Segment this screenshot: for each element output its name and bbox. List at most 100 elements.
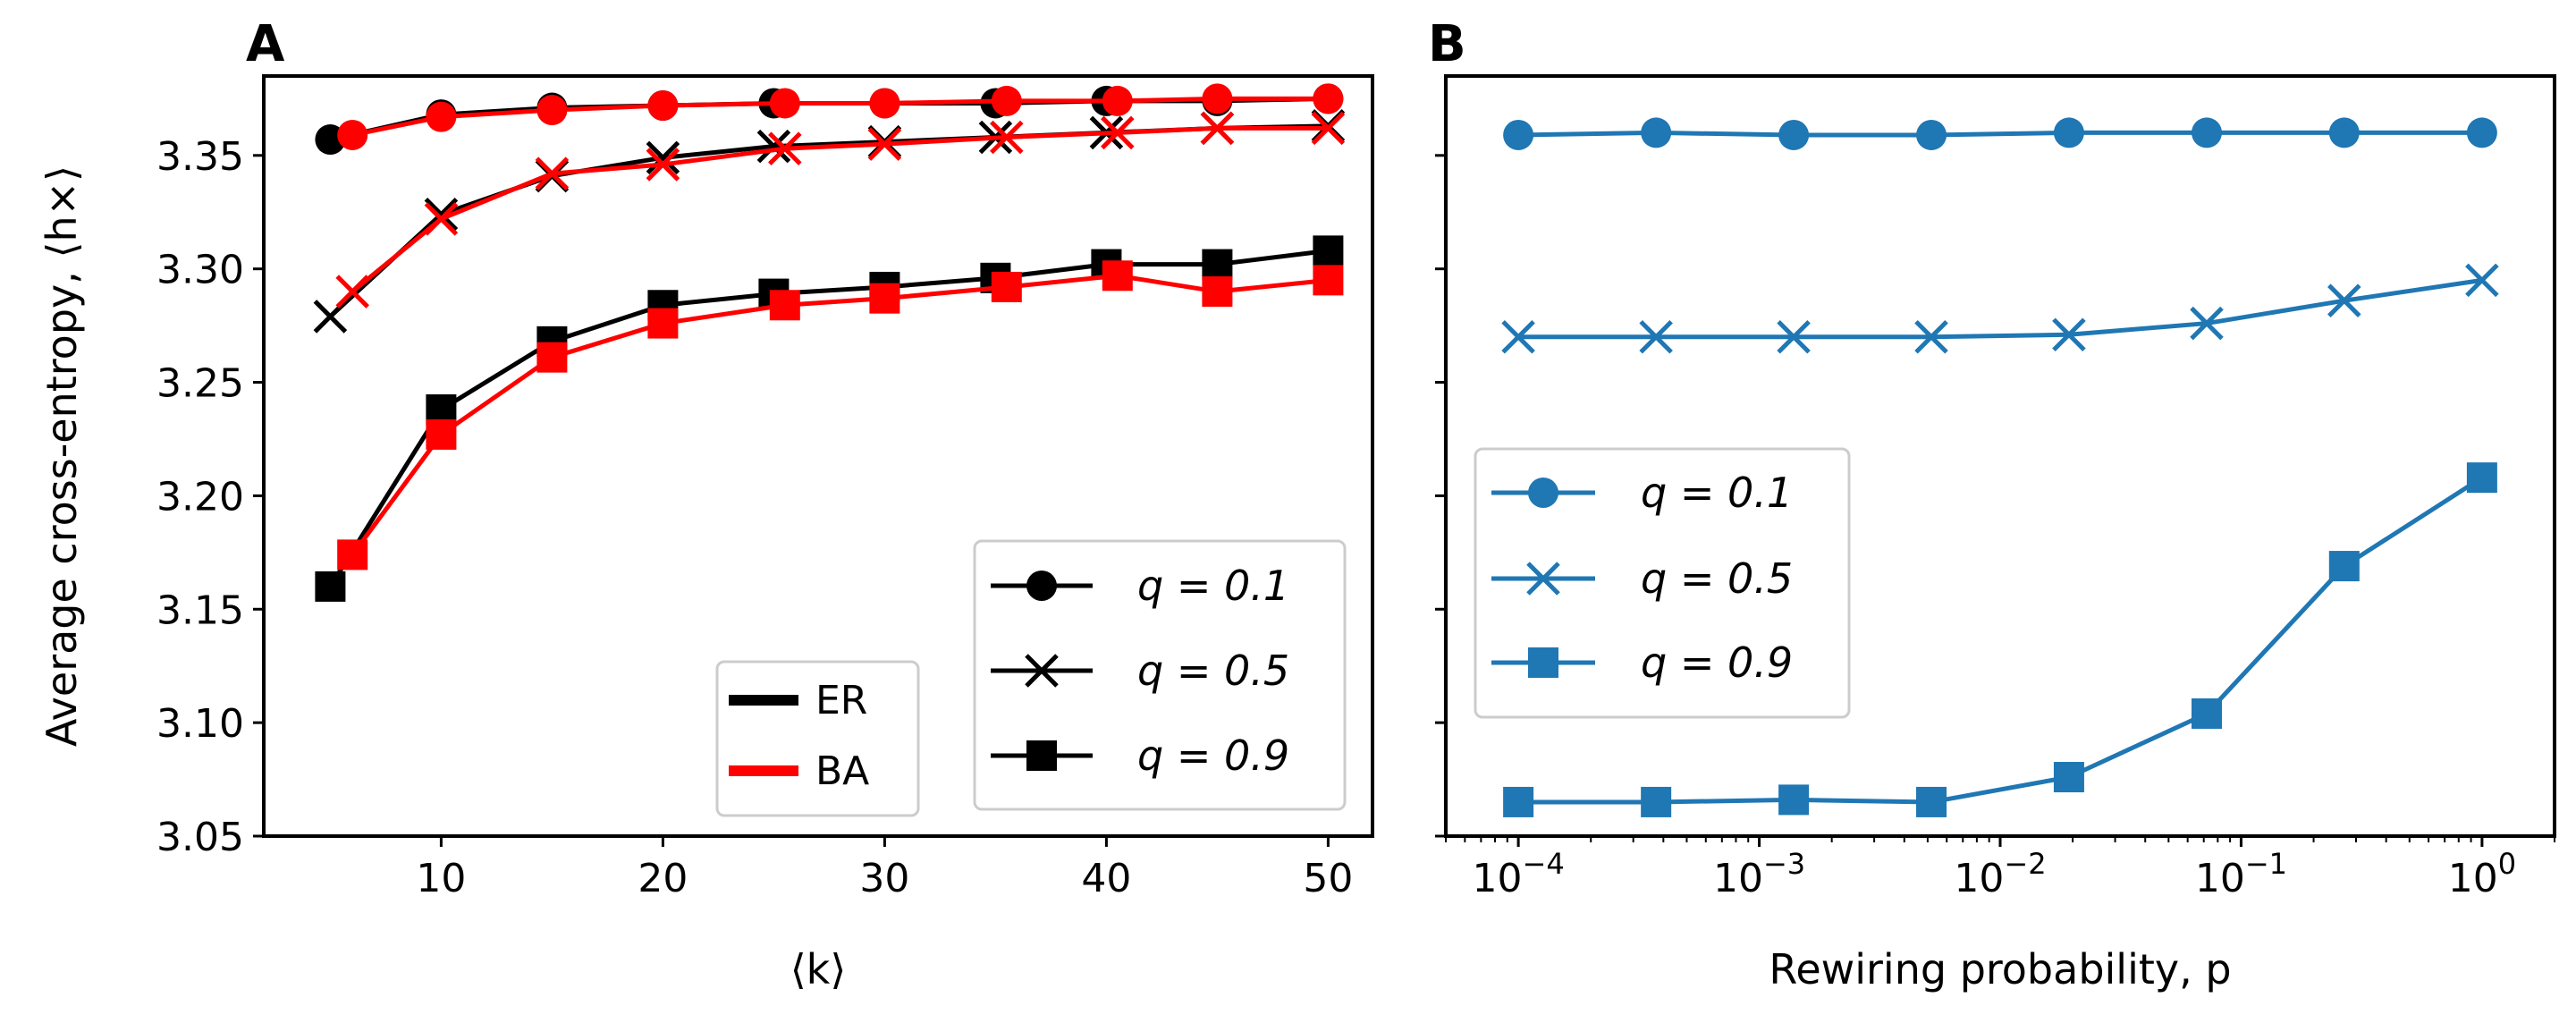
panel-a-point-square (991, 271, 1022, 302)
panel-b-point-x (1914, 320, 1948, 354)
panel-b-point-circle (1641, 117, 1672, 148)
panel-a-point-square (1202, 249, 1233, 280)
panel-b-point-circle (2466, 117, 2497, 148)
panel-a-xtick-label: 10 (416, 856, 466, 901)
legend-q-a-label-1: q = 0.1 (1137, 562, 1289, 610)
panel-b-xtick-label: 10−1 (2195, 847, 2287, 901)
panel-a-point-x (646, 148, 680, 182)
panel-a-series-ba-q0.9 (337, 260, 1344, 571)
panel-a-ticks-layer: 3.05 3.10 3.15 3.20 3.25 3.30 3.35 10 20 30 40 50 (156, 134, 1353, 901)
panel-b-point-circle (2328, 117, 2360, 148)
panel-a-point-x (756, 129, 791, 164)
panel-b-series-line (1518, 476, 2484, 805)
panel-a-point-x (768, 131, 802, 165)
panel-b-xtick-label: 10−4 (1473, 847, 1565, 901)
legend-circle-marker (1026, 571, 1057, 601)
panel-b-series-line (1518, 130, 2482, 138)
panel-a-point-square (337, 539, 368, 571)
panel-b-xtick-label: 100 (2448, 847, 2516, 901)
panel-a-point-square (426, 418, 457, 450)
panel-a-xtick-label: 50 (1303, 856, 1353, 901)
panel-a-point-square (1313, 265, 1344, 296)
legend-q-b-entry-2: q = 0.5 (1491, 554, 1793, 603)
panel-a-xtick-label: 40 (1081, 856, 1131, 901)
panel-a-point-circle (536, 95, 568, 126)
panel-a-xtick-label: 20 (638, 856, 688, 901)
panel-a-point-x (646, 140, 680, 175)
panel-b-point-x (2327, 283, 2361, 317)
panel-b-point-square (2192, 698, 2223, 729)
legend-q-panel-b: q = 0.1 q = 0.5 q = 0.9 (1474, 447, 1851, 719)
panel-a-series-ba-q0.1 (337, 83, 1344, 150)
panel-b-point-circle (1778, 119, 1810, 150)
panel-a-ytick-label: 3.30 (156, 248, 244, 293)
legend-circle-marker (1528, 478, 1558, 508)
panel-b-xlabel: Rewiring probability, p (1769, 945, 2231, 993)
panel-a-point-x (867, 127, 902, 161)
panel-a-point-square (647, 308, 679, 339)
panel-a-ylabel: Average cross-entropy, ⟨h×⟩ (38, 165, 86, 747)
panel-a-series-line (351, 125, 1329, 293)
panel-a: A 3.05 3.10 3.15 3.20 3.25 3.30 3.35 10 20 30 40 50… (38, 15, 1374, 993)
legend-q-a-entry-3: q = 0.9 (991, 731, 1289, 780)
panel-a-point-circle (769, 88, 800, 119)
panel-a-point-x (424, 202, 459, 236)
legend-q-a-label-2: q = 0.5 (1137, 647, 1289, 695)
panel-a-ytick-label: 3.05 (156, 815, 244, 860)
panel-a-xlabel: ⟨k⟩ (790, 945, 847, 993)
panel-a-series-ba-q0.5 (335, 111, 1346, 309)
panel-b-point-x (1639, 320, 1673, 354)
panel-a-point-circle (1202, 83, 1233, 114)
panel-a-point-circle (1313, 83, 1344, 114)
panel-b-series-q0.1 (1503, 117, 2497, 150)
panel-a-ytick-label: 3.25 (156, 361, 244, 407)
panel-a-xtick-label: 30 (859, 856, 909, 901)
legend-q-b-label-3: q = 0.9 (1641, 638, 1793, 687)
legend-q-panel-a: q = 0.1 q = 0.5 q = 0.9 (973, 539, 1347, 811)
panel-a-point-square (315, 571, 346, 602)
panel-a-label: A (246, 15, 285, 73)
panel-b-point-square (2053, 762, 2084, 793)
panel-a-point-circle (426, 101, 457, 132)
panel-b-xtick-label: 10−2 (1954, 847, 2046, 901)
legend-model: ER BA (715, 660, 920, 817)
panel-b-point-circle (2192, 117, 2223, 148)
panel-a-point-square (536, 342, 568, 373)
panel-b: B 10−4 10−3 10−2 10−1 100 Rewiring probabili… (1428, 15, 2556, 993)
legend-square-marker (1528, 647, 1558, 678)
panel-b-point-circle (1503, 119, 1534, 150)
panel-a-ytick-label: 3.15 (156, 588, 244, 633)
panel-a-axes-frame (262, 74, 1374, 838)
panel-a-series-line (351, 273, 1329, 556)
legend-x-marker (1025, 654, 1059, 688)
panel-a-point-x (1200, 111, 1235, 146)
panel-b-point-circle (1916, 119, 1947, 150)
panel-b-series-q0.5 (1501, 263, 2499, 354)
panel-a-series-line (351, 96, 1329, 138)
panel-b-point-circle (2053, 117, 2084, 148)
panel-b-point-square (1641, 786, 1672, 817)
panel-b-point-x (1501, 320, 1535, 354)
panel-a-point-x (535, 156, 570, 190)
panel-a-series-layer (313, 83, 1346, 602)
panel-a-point-x (335, 275, 369, 309)
panel-a-point-circle (869, 88, 900, 119)
legend-q-b-label-2: q = 0.5 (1641, 554, 1793, 603)
panel-b-xtick-label: 10−3 (1713, 847, 1805, 901)
panel-b-point-square (2466, 462, 2497, 494)
panel-b-series-q0.9 (1503, 462, 2497, 817)
panel-a-point-circle (337, 119, 368, 150)
panel-a-ytick-label: 3.20 (156, 474, 244, 520)
legend-q-a-entry-2: q = 0.5 (991, 647, 1289, 695)
panel-b-series-layer (1501, 117, 2499, 817)
panel-b-point-square (1916, 786, 1947, 817)
legend-ba-label: BA (815, 748, 869, 794)
panel-b-point-x (1777, 320, 1811, 354)
panel-a-series-er-q0.5 (313, 109, 1346, 334)
panel-a-point-x (990, 120, 1024, 155)
panel-b-point-square (2328, 551, 2360, 582)
legend-q-a-label-3: q = 0.9 (1137, 731, 1289, 780)
legend-q-b-frame (1474, 447, 1851, 719)
legend-q-a-frame (973, 539, 1347, 811)
panel-a-ytick-label: 3.10 (156, 701, 244, 747)
